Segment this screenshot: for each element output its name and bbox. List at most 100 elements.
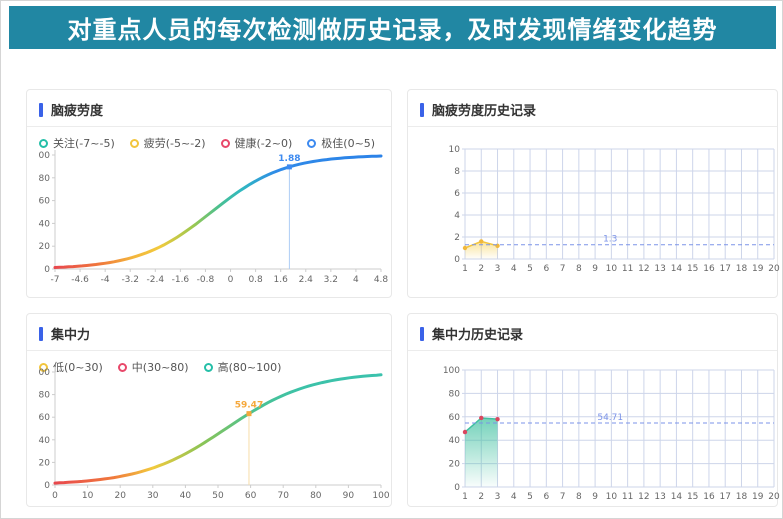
- svg-text:10: 10: [606, 492, 618, 502]
- svg-text:20: 20: [768, 492, 780, 502]
- svg-text:19: 19: [752, 264, 764, 274]
- fatigue-history-chart: 1 2 3 4 5 6 7 8 9 10 11 12 13 14 15 16 17 18 19 2002468101.…: [449, 145, 780, 274]
- legend-item-excellent-range[interactable]: 极佳(0~5): [307, 135, 375, 151]
- svg-text:16: 16: [703, 492, 715, 502]
- svg-text:1.88: 1.88: [278, 154, 300, 164]
- svg-text:2: 2: [478, 264, 484, 274]
- svg-text:4: 4: [511, 492, 517, 502]
- svg-text:1.6: 1.6: [274, 275, 289, 285]
- panel-header: 脑疲劳度历史记录: [408, 90, 777, 119]
- legend-dot-icon: [117, 362, 127, 372]
- svg-text:-4.6: -4.6: [71, 275, 89, 285]
- divider: [408, 126, 777, 127]
- legend-label: 高(80~100): [217, 361, 282, 374]
- svg-text:3: 3: [495, 264, 501, 274]
- svg-text:20: 20: [114, 491, 126, 501]
- svg-text:13: 13: [654, 492, 665, 502]
- svg-text:14: 14: [671, 492, 683, 502]
- legend-label: 疲劳(-5~-2): [143, 137, 206, 150]
- svg-text:8: 8: [454, 167, 460, 177]
- svg-text:20: 20: [449, 460, 461, 470]
- svg-text:0: 0: [454, 255, 460, 265]
- focus-history-chart: 1 2 3 4 5 6 7 8 9 10 11 12 13 14 15 16 17 18 19 20020406080…: [443, 366, 780, 502]
- panel-title: 脑疲劳度: [51, 104, 104, 119]
- legend-item-high-range[interactable]: 高(80~100): [203, 359, 282, 375]
- title-marker-icon: [39, 102, 43, 117]
- svg-text:-7: -7: [51, 275, 60, 285]
- legend-dot-icon: [307, 138, 317, 148]
- svg-text:50: 50: [212, 491, 224, 501]
- svg-text:6: 6: [543, 264, 549, 274]
- svg-text:17: 17: [719, 264, 730, 274]
- legend: 低(0~30) 中(30~80) 高(80~100): [27, 351, 391, 375]
- svg-text:4: 4: [511, 264, 517, 274]
- page-title: 对重点人员的每次检测做历史记录，及时发现情绪变化趋势: [67, 16, 718, 44]
- svg-text:100: 100: [372, 491, 389, 501]
- svg-text:60: 60: [245, 491, 257, 501]
- svg-text:11: 11: [622, 264, 633, 274]
- svg-text:1: 1: [462, 492, 468, 502]
- svg-text:10: 10: [449, 145, 461, 155]
- legend: 关注(-7~-5) 疲劳(-5~-2) 健康(-2~0) 极佳(0~5): [27, 127, 391, 151]
- svg-text:80: 80: [449, 389, 461, 399]
- legend-item-low-range[interactable]: 低(0~30): [39, 359, 103, 375]
- legend-label: 中(30~80): [131, 361, 189, 374]
- svg-text:-1.6: -1.6: [172, 275, 190, 285]
- svg-text:40: 40: [39, 219, 51, 229]
- legend-dot-icon: [39, 362, 48, 372]
- svg-text:8: 8: [576, 492, 582, 502]
- svg-text:4.8: 4.8: [374, 275, 389, 285]
- svg-text:10: 10: [82, 491, 94, 501]
- svg-text:12: 12: [638, 264, 649, 274]
- svg-text:5: 5: [527, 264, 533, 274]
- svg-text:6: 6: [543, 492, 549, 502]
- svg-text:0: 0: [454, 483, 460, 493]
- svg-text:8: 8: [576, 264, 582, 274]
- svg-text:1: 1: [462, 264, 468, 274]
- svg-text:60: 60: [449, 413, 461, 423]
- svg-text:7: 7: [560, 264, 566, 274]
- svg-text:20: 20: [39, 458, 51, 468]
- panel-focus-gauge: 集中力 低(0~30) 中(30~80) 高(80~100) 0 20 40 60 80…: [26, 313, 392, 507]
- svg-text:9: 9: [592, 264, 598, 274]
- svg-text:19: 19: [752, 492, 764, 502]
- divider: [27, 126, 391, 127]
- svg-text:0: 0: [44, 265, 50, 275]
- panel-header: 脑疲劳度: [27, 90, 391, 119]
- svg-text:12: 12: [638, 492, 649, 502]
- svg-text:5: 5: [527, 492, 533, 502]
- legend-label: 健康(-2~0): [234, 137, 293, 150]
- legend-item-focus-range[interactable]: 关注(-7~-5): [39, 135, 115, 151]
- svg-text:60: 60: [39, 413, 51, 423]
- fatigue-curve-chart: 0 20 40 60 80 00 -7 -4.6 -4 -3.2 -2.4 -1.6 -0.8 0 0.8 1…: [39, 150, 389, 285]
- legend-item-mid-range[interactable]: 中(30~80): [117, 359, 189, 375]
- svg-text:3: 3: [495, 492, 501, 502]
- svg-text:40: 40: [180, 491, 192, 501]
- svg-text:17: 17: [719, 492, 730, 502]
- svg-text:80: 80: [39, 174, 51, 184]
- svg-text:59.47: 59.47: [235, 401, 263, 411]
- legend-dot-icon: [39, 138, 48, 148]
- title-marker-icon: [39, 326, 43, 341]
- svg-text:2: 2: [454, 233, 460, 243]
- divider: [27, 350, 391, 351]
- svg-text:3.2: 3.2: [324, 275, 338, 285]
- svg-text:2: 2: [478, 492, 484, 502]
- svg-text:4: 4: [353, 275, 359, 285]
- svg-text:80: 80: [310, 491, 322, 501]
- svg-text:54.71: 54.71: [597, 413, 623, 423]
- svg-text:15: 15: [687, 492, 698, 502]
- svg-text:16: 16: [703, 264, 715, 274]
- legend-dot-icon: [129, 138, 139, 148]
- legend-item-healthy-range[interactable]: 健康(-2~0): [220, 135, 293, 151]
- svg-text:40: 40: [39, 436, 51, 446]
- svg-text:-2.4: -2.4: [147, 275, 165, 285]
- svg-text:0: 0: [52, 491, 58, 501]
- legend-item-tired-range[interactable]: 疲劳(-5~-2): [129, 135, 206, 151]
- svg-text:7: 7: [560, 492, 566, 502]
- legend-dot-icon: [220, 138, 230, 148]
- svg-text:13: 13: [654, 264, 665, 274]
- svg-text:40: 40: [449, 436, 461, 446]
